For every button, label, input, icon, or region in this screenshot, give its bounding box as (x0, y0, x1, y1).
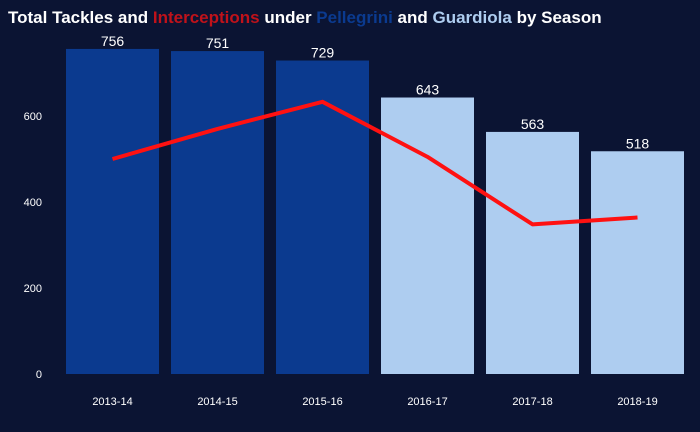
x-tick-label: 2015-16 (302, 396, 342, 408)
bar-value-label: 643 (416, 82, 440, 98)
bar-2018-19 (591, 151, 684, 374)
interceptions-line (111, 99, 638, 227)
x-tick-label: 2016-17 (407, 396, 447, 408)
y-tick-label: 0 (36, 369, 42, 381)
title-part-group2: Guardiola (432, 8, 512, 27)
x-tick-label: 2014-15 (197, 396, 237, 408)
y-tick-label: 200 (24, 283, 42, 295)
bar-2015-16 (276, 60, 369, 374)
y-tick-label: 400 (24, 197, 42, 209)
title-part-group1: Pellegrini (316, 8, 393, 27)
x-tick-label: 2018-19 (617, 396, 657, 408)
bar-2014-15 (171, 51, 264, 374)
bar-2013-14 (66, 48, 159, 375)
y-axis: 0 200 400 600 (24, 111, 42, 381)
x-tick-label: 2017-18 (512, 396, 552, 408)
title-part-text: under (260, 8, 317, 27)
title-part-text: and (393, 8, 433, 27)
y-tick-label: 600 (24, 111, 42, 123)
chart-title: Total Tackles and Interceptions under Pe… (8, 8, 602, 27)
bar-value-label: 756 (101, 33, 125, 49)
bar-value-label: 751 (206, 35, 230, 51)
title-part-line: Interceptions (153, 8, 260, 27)
bar-value-labels: 756 751 729 643 563 518 (101, 33, 650, 151)
title-part-text: by Season (512, 8, 602, 27)
bar-2016-17 (381, 97, 474, 374)
bar-value-label: 518 (626, 135, 650, 151)
title-part-text: Total Tackles and (8, 8, 153, 27)
bar-value-label: 729 (311, 45, 335, 61)
bar-series (66, 48, 684, 375)
bar-2017-18 (486, 131, 579, 374)
x-axis: 2013-14 2014-15 2015-16 2016-17 2017-18 2018-… (92, 396, 657, 408)
x-tick-label: 2013-14 (92, 396, 132, 408)
bar-value-label: 563 (521, 116, 545, 132)
